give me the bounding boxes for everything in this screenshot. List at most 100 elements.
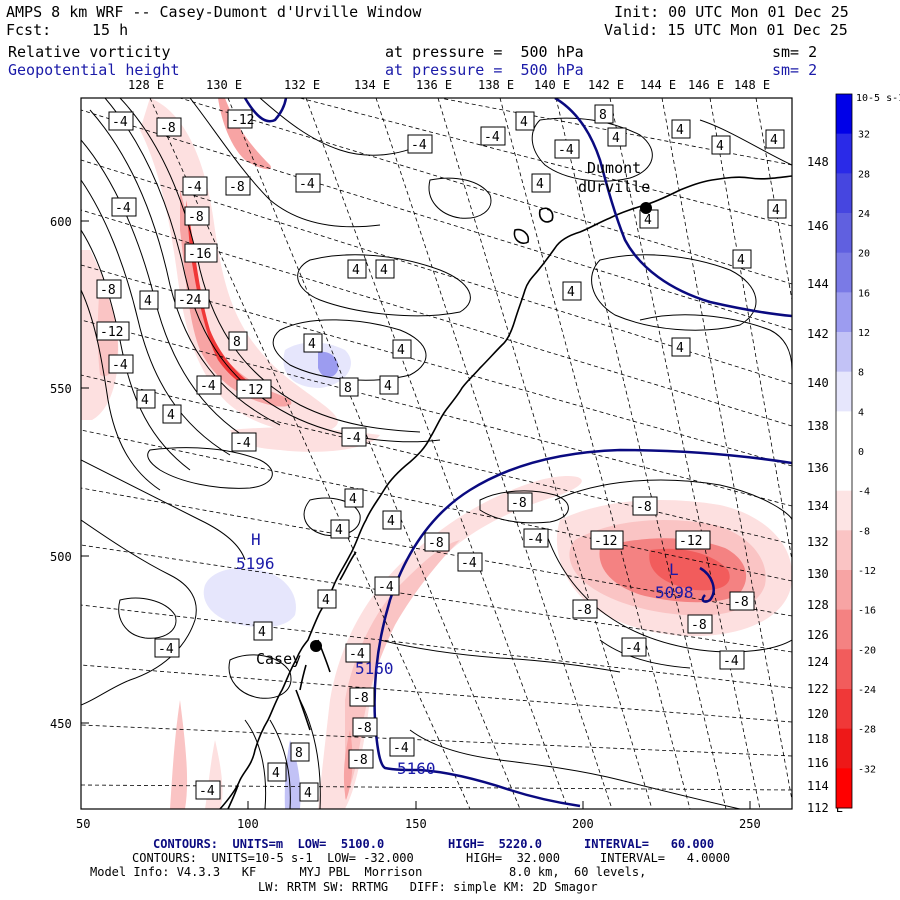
svg-text:4: 4 <box>335 523 343 538</box>
svg-text:-16: -16 <box>188 247 211 262</box>
vorticity-contour-interval: INTERVAL= 4.0000 <box>600 851 731 865</box>
field1-smoothing: sm= 2 <box>772 43 818 61</box>
svg-text:4: 4 <box>141 393 149 408</box>
colorbar-swatch <box>836 530 852 571</box>
field2-smoothing: sm= 2 <box>772 61 818 79</box>
svg-text:-8: -8 <box>356 721 372 736</box>
vort-label: -4 <box>196 375 222 395</box>
vort-label: 4 <box>562 281 582 301</box>
lon-label: 132 E <box>284 78 320 92</box>
svg-text:4: 4 <box>536 177 544 192</box>
vort-label: -4 <box>554 139 580 159</box>
lat-label: 148 E <box>807 155 843 169</box>
svg-text:4: 4 <box>304 786 312 801</box>
colorbar-label: -4 <box>858 487 870 498</box>
svg-text:-4: -4 <box>527 532 543 547</box>
colorbar-swatch <box>836 173 852 214</box>
map-title: AMPS 8 km WRF -- Casey-Dumont d'Urville … <box>6 3 422 21</box>
svg-text:8: 8 <box>295 746 303 761</box>
y-tick-label: 450 <box>50 717 72 731</box>
svg-text:-8: -8 <box>352 753 368 768</box>
svg-text:-8: -8 <box>353 691 369 706</box>
vort-label: -8 <box>349 687 375 707</box>
svg-text:-4: -4 <box>200 379 216 394</box>
vort-label: -4 <box>407 134 433 154</box>
svg-text:-4: -4 <box>112 358 128 373</box>
height-contour-interval: INTERVAL= 60.000 <box>584 837 715 851</box>
field2-name: Geopotential height <box>8 61 180 79</box>
vort-label: -4 <box>719 650 745 670</box>
svg-text:-8: -8 <box>100 283 116 298</box>
colorbar-label: 4 <box>858 407 864 418</box>
lat-label: 144 E <box>807 277 843 291</box>
y-tick-label: 500 <box>50 550 72 564</box>
lon-label: 142 E <box>588 78 624 92</box>
colorbar-label: -32 <box>858 764 876 775</box>
svg-text:-4: -4 <box>299 177 315 192</box>
colorbar-unit: 10-5 s-1 <box>856 93 900 104</box>
vort-label: 4 <box>139 290 159 310</box>
vort-label: -4 <box>231 432 257 452</box>
colorbar-swatch <box>836 252 852 293</box>
model-info: Model Info: V4.3.3 KF MYJ PBL Morrison 8… <box>90 865 647 879</box>
vort-label: -4 <box>341 427 367 447</box>
init-time: Init: 00 UTC Mon 01 Dec 25 <box>614 3 849 21</box>
svg-text:-4: -4 <box>235 436 251 451</box>
vort-label: -8 <box>632 496 658 516</box>
svg-text:4: 4 <box>167 408 175 423</box>
svg-text:8: 8 <box>344 381 352 396</box>
colorbar-swatch <box>836 371 852 412</box>
vort-label: -12 <box>96 321 130 341</box>
svg-text:4: 4 <box>272 766 280 781</box>
svg-text:-12: -12 <box>100 325 123 340</box>
vort-label: 4 <box>765 129 785 149</box>
vort-label: -4 <box>295 173 321 193</box>
svg-text:4: 4 <box>676 123 684 138</box>
vorticity-contours <box>81 98 792 809</box>
lon-label: 138 E <box>478 78 514 92</box>
svg-text:4: 4 <box>308 337 316 352</box>
svg-text:-8: -8 <box>188 210 204 225</box>
height-contour-info: CONTOURS: UNITS=m LOW= 5100.0 <box>153 837 385 851</box>
svg-text:-4: -4 <box>625 641 641 656</box>
lat-lon-grid <box>81 98 792 809</box>
vort-label: 4 <box>317 589 337 609</box>
colorbar-label: 0 <box>858 447 864 458</box>
forecast-hour: 15 h <box>92 21 129 39</box>
top-longitude-labels: 128 E 130 E 132 E 134 E 136 E 138 E 140 … <box>128 78 770 92</box>
coastline <box>219 175 792 809</box>
svg-text:4: 4 <box>144 294 152 309</box>
vort-label: 4 <box>344 488 364 508</box>
svg-text:4: 4 <box>612 131 620 146</box>
y-tick-label: 550 <box>50 382 72 396</box>
colorbar-label: 8 <box>858 368 864 379</box>
colorbar-label: 28 <box>858 169 870 180</box>
colorbar-swatch <box>836 451 852 492</box>
svg-text:-12: -12 <box>231 113 254 128</box>
vort-label: 8 <box>290 742 310 762</box>
right-latitude-labels: 148 E 146 E 144 E 142 E 140 E 138 E 136 … <box>807 155 843 815</box>
svg-text:-8: -8 <box>511 496 527 511</box>
dumont-durville-label-line2: dUrville <box>578 178 650 196</box>
vort-label: 4 <box>303 333 323 353</box>
svg-text:4: 4 <box>716 139 724 154</box>
colorbar-swatch <box>836 609 852 650</box>
vort-label: 4 <box>375 259 395 279</box>
low-pressure-symbol: L <box>669 560 679 579</box>
lat-label: 120 E <box>807 707 843 721</box>
colorbar-swatch <box>836 94 852 135</box>
vort-label: 4 <box>732 249 752 269</box>
vort-label: 4 <box>767 199 787 219</box>
height-contour-high: HIGH= 5220.0 <box>448 837 542 851</box>
vort-label: 8 <box>339 377 359 397</box>
svg-text:4: 4 <box>258 625 266 640</box>
vort-label: 4 <box>162 404 182 424</box>
svg-text:-4: -4 <box>558 143 574 158</box>
vort-label: -4 <box>345 643 371 663</box>
casey-station-marker <box>310 640 322 652</box>
vort-label: 4 <box>671 337 691 357</box>
vort-label: 4 <box>347 259 367 279</box>
lat-label: 132 E <box>807 535 843 549</box>
vort-label: -8 <box>729 591 755 611</box>
